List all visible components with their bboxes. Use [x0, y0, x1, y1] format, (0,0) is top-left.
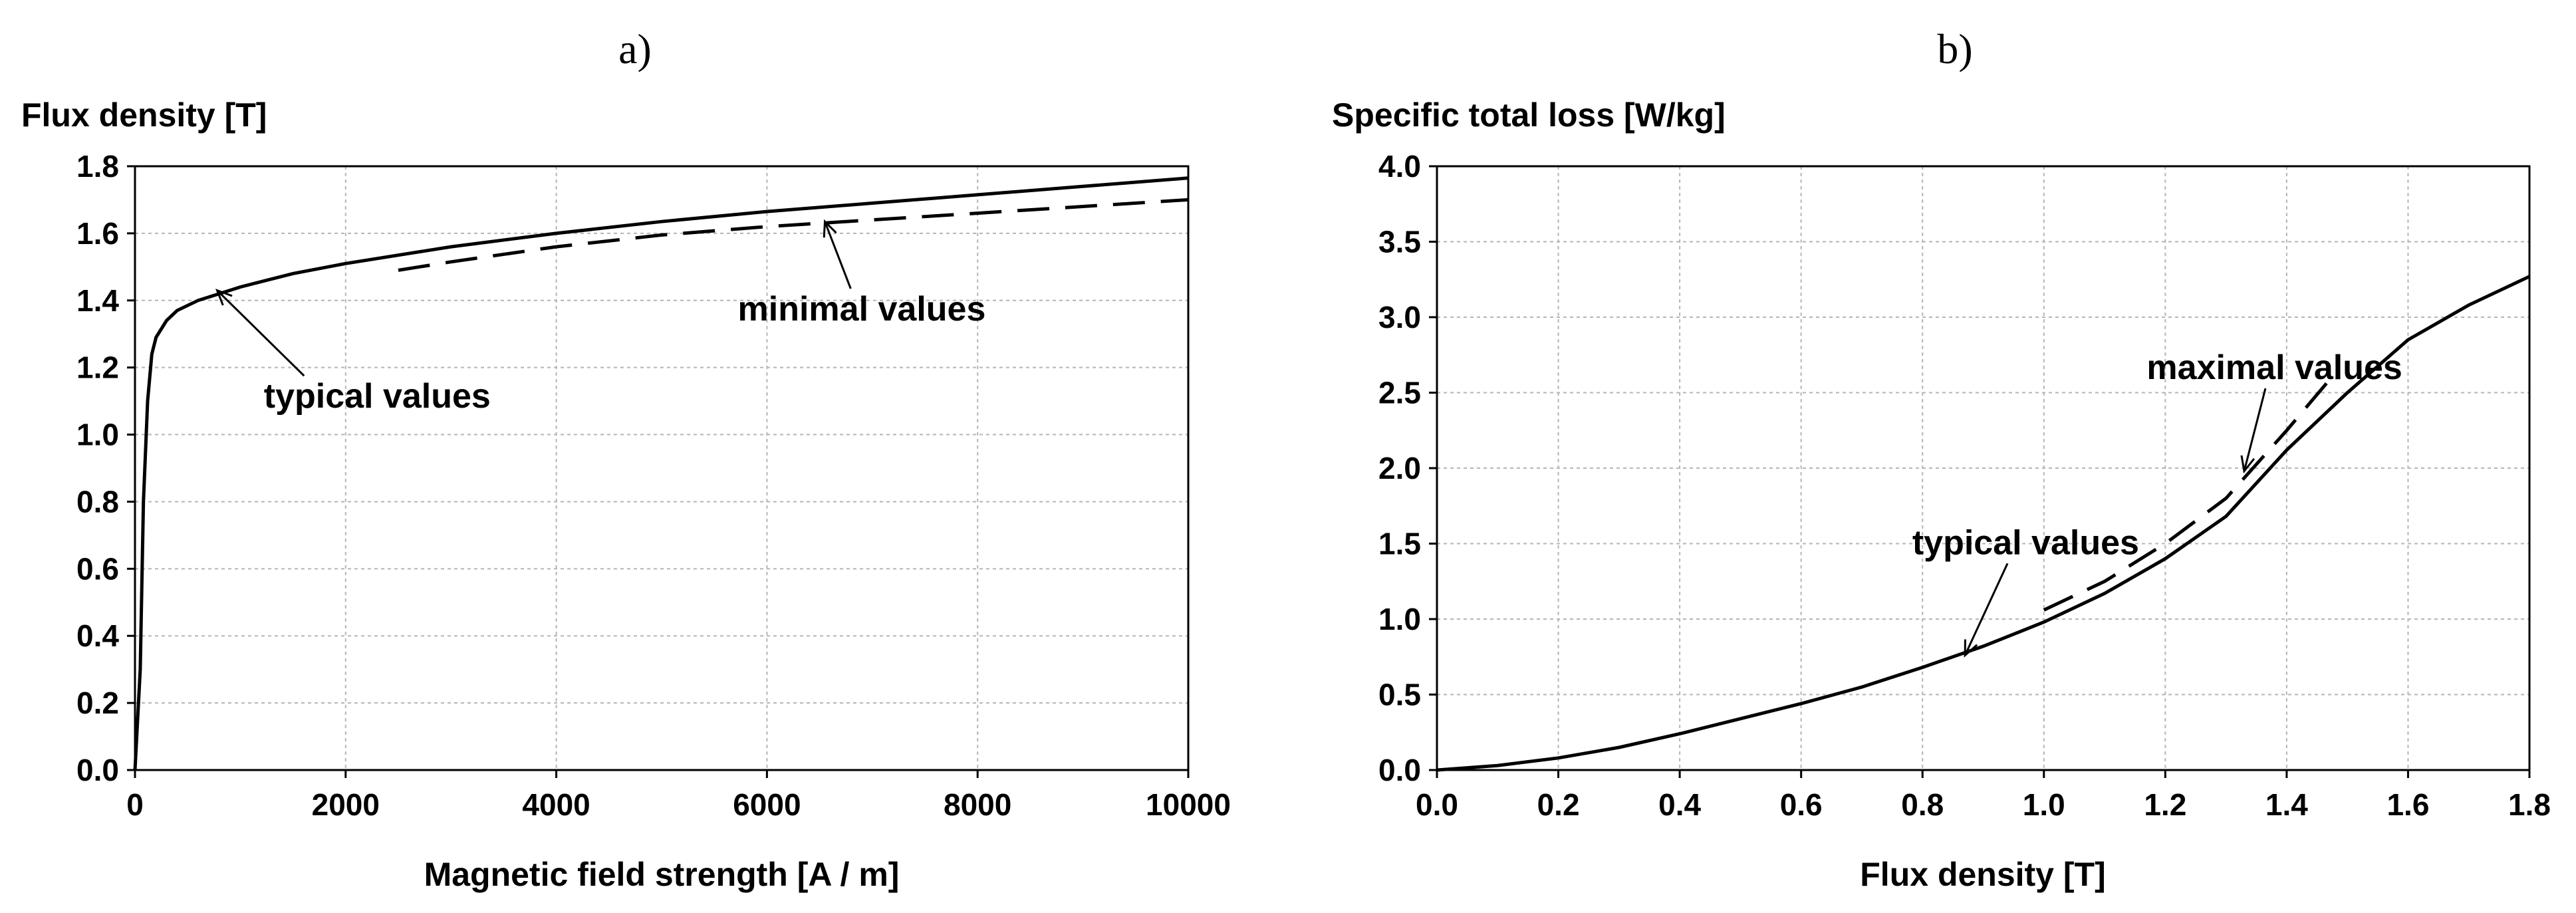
x-tick-label: 10000	[1146, 787, 1231, 822]
series-typical-values-line	[1436, 275, 2531, 772]
x-tick-label: 0.6	[1780, 787, 1823, 822]
y-tick-label: 2.5	[1378, 376, 1421, 410]
annotation-arrow-head	[2240, 455, 2255, 474]
annotation-arrow-shaft	[2243, 388, 2267, 471]
y-axis-title: Flux density [T]	[21, 96, 267, 134]
y-tick-label: 0.2	[76, 686, 119, 720]
y-tick-label: 0.6	[76, 551, 119, 586]
y-tick-label: 3.0	[1378, 300, 1421, 334]
annotation-arrow-shaft	[1964, 563, 2009, 656]
annotation-label: maximal values	[2146, 348, 2402, 387]
x-tick-label: 1.2	[2144, 787, 2186, 822]
x-tick-label: 0.4	[1658, 787, 1701, 822]
x-tick-label: 8000	[944, 787, 1011, 822]
x-tick-label: 1.6	[2386, 787, 2429, 822]
y-tick-label: 0.0	[76, 753, 119, 787]
annotation-arrow-head	[215, 289, 233, 306]
x-tick-label: 1.4	[2265, 787, 2308, 822]
annotation-arrow-head	[823, 219, 837, 238]
y-tick-label: 1.8	[76, 149, 119, 184]
x-tick-label: 2000	[312, 787, 380, 822]
y-tick-label: 4.0	[1378, 149, 1421, 184]
y-tick-label: 0.4	[76, 618, 119, 653]
x-tick-label: 0	[126, 787, 144, 822]
y-tick-label: 0.8	[76, 484, 119, 519]
series-typical-values-line	[133, 176, 1189, 771]
x-tick-label: 4000	[522, 787, 590, 822]
y-tick-label: 3.5	[1378, 225, 1421, 259]
x-tick-label: 6000	[733, 787, 801, 822]
plot-frame	[134, 165, 1190, 771]
y-tick-label: 1.5	[1378, 527, 1421, 561]
y-tick-label: 0.5	[1378, 678, 1421, 712]
annotation-label: minimal values	[738, 290, 986, 328]
y-axis-title: Specific total loss [W/kg]	[1332, 96, 1726, 134]
panel-label: b)	[1937, 25, 1972, 72]
y-tick-label: 1.0	[76, 418, 119, 452]
chart-a: a) Flux density [T] 0 2000 4000 6000 8000 10000…	[21, 25, 1231, 893]
series-minimal-values-line	[398, 197, 1189, 272]
y-tick-label: 1.6	[76, 216, 119, 251]
x-tick-label: 0.0	[1416, 787, 1458, 822]
y-tick-label: 2.0	[1378, 451, 1421, 485]
x-tick-label: 1.0	[2023, 787, 2065, 822]
chart-b: b) Specific total loss [W/kg] 0.0 0.2 0.4 0.6…	[1332, 25, 2551, 893]
x-tick-label: 1.8	[2508, 787, 2551, 822]
y-tick-label: 0.0	[1378, 753, 1421, 787]
panel-label: a)	[618, 25, 652, 72]
annotation-label: typical values	[1912, 523, 2139, 562]
y-tick-label: 1.0	[1378, 602, 1421, 636]
x-axis-title: Magnetic field strength [A / m]	[424, 856, 900, 893]
annotation-arrow-shaft	[216, 289, 305, 377]
series-maximal-values-line	[2043, 372, 2337, 612]
annotation-label: typical values	[264, 377, 491, 416]
x-tick-label: 0.8	[1901, 787, 1944, 822]
x-axis-title: Flux density [T]	[1860, 856, 2105, 893]
annotation-arrow-shaft	[824, 221, 852, 289]
y-tick-label: 1.4	[76, 283, 119, 318]
annotation-arrow-head	[1964, 639, 1978, 658]
y-tick-label: 1.2	[76, 350, 119, 385]
x-tick-label: 0.2	[1537, 787, 1580, 822]
